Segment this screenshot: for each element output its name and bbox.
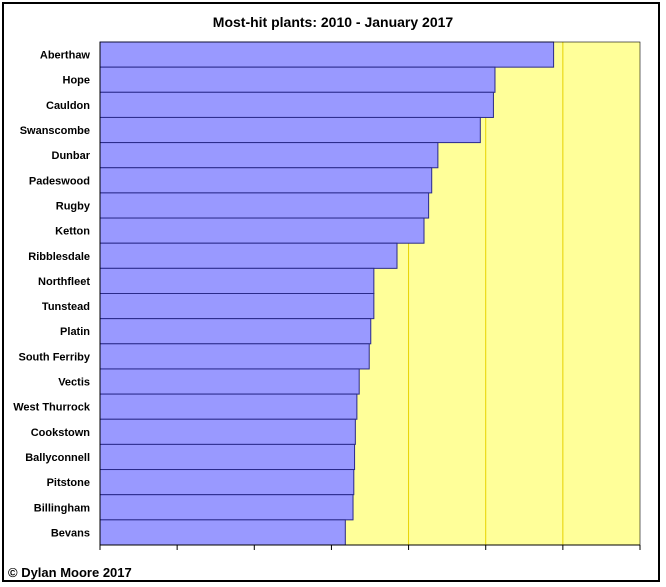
category-label: Pitstone xyxy=(47,477,90,489)
bar xyxy=(99,469,355,496)
bar xyxy=(99,343,370,370)
category-label: Dunbar xyxy=(52,150,91,162)
bar xyxy=(99,91,494,118)
bar xyxy=(99,167,433,194)
category-label: Cauldon xyxy=(46,100,90,112)
chart-title: Most-hit plants: 2010 - January 2017 xyxy=(212,14,454,30)
category-label: Billingham xyxy=(34,502,90,514)
bar xyxy=(99,66,496,93)
plot-border xyxy=(99,41,641,546)
bar xyxy=(99,368,360,395)
bar xyxy=(99,443,356,471)
category-label: West Thurrock xyxy=(13,402,91,414)
category-label: Rugby xyxy=(56,200,91,212)
category-label: Northfleet xyxy=(38,276,90,288)
bar xyxy=(99,318,372,345)
category-label: Ballyconnell xyxy=(25,452,90,464)
bar xyxy=(99,519,346,546)
category-label: Padeswood xyxy=(29,175,90,187)
copyright-footer: © Dylan Moore 2017 xyxy=(8,565,132,580)
bar xyxy=(99,116,481,144)
category-label: Ribblesdale xyxy=(28,251,90,263)
bar xyxy=(99,418,356,445)
category-label: South Ferriby xyxy=(18,351,90,363)
bar xyxy=(99,267,375,295)
bar xyxy=(99,41,555,68)
category-label: Vectis xyxy=(58,377,90,389)
bar xyxy=(99,242,398,269)
category-label: Ketton xyxy=(55,226,90,238)
bar xyxy=(99,217,425,244)
category-label: Swanscombe xyxy=(20,125,90,137)
bar xyxy=(99,142,439,169)
bar xyxy=(99,393,358,420)
category-label: Tunstead xyxy=(42,301,90,313)
bar xyxy=(99,293,375,320)
category-label: Hope xyxy=(63,75,91,87)
bar xyxy=(99,494,354,521)
category-label: Cookstown xyxy=(31,427,91,439)
bar xyxy=(99,192,430,219)
category-label: Bevans xyxy=(51,527,90,539)
category-label: Aberthaw xyxy=(40,50,91,62)
category-label: Platin xyxy=(60,326,90,338)
